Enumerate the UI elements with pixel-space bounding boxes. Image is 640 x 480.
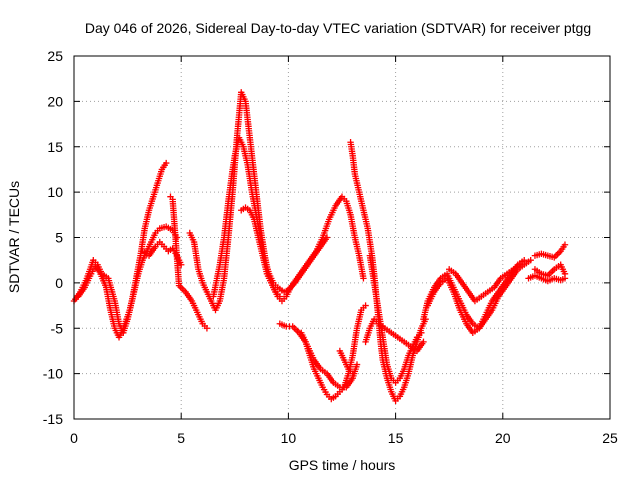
y-tick-label: 25 bbox=[47, 48, 63, 64]
data-point-marker bbox=[353, 361, 361, 368]
data-point-marker bbox=[527, 256, 534, 264]
y-axis-label: SDTVAR / TECUs bbox=[6, 181, 22, 293]
y-tick-label: 0 bbox=[55, 275, 63, 291]
y-tick-label: -10 bbox=[43, 366, 63, 382]
x-axis-label: GPS time / hours bbox=[289, 457, 396, 473]
x-tick-label: 20 bbox=[495, 430, 511, 446]
axis-ticks: 0 5 10 15 20 25 -15 -10 -5 0 5 10 15 20 25 bbox=[43, 48, 618, 446]
data-point-marker bbox=[360, 275, 367, 282]
data-point-marker bbox=[516, 261, 524, 268]
data-point-marker bbox=[420, 338, 427, 346]
data-point-marker bbox=[203, 325, 211, 332]
x-tick-label: 25 bbox=[602, 430, 618, 446]
data-point-marker bbox=[276, 293, 284, 300]
data-point-marker bbox=[561, 241, 569, 248]
data-point-marker bbox=[178, 261, 185, 268]
y-tick-label: 20 bbox=[47, 93, 63, 109]
x-tick-label: 10 bbox=[281, 430, 297, 446]
grid bbox=[74, 56, 610, 419]
y-tick-label: -5 bbox=[51, 320, 64, 336]
data-point-marker bbox=[323, 234, 331, 241]
y-tick-label: 15 bbox=[47, 139, 63, 155]
y-tick-label: 10 bbox=[47, 184, 63, 200]
chart-title: Day 046 of 2026, Sidereal Day-to-day VTE… bbox=[85, 20, 591, 36]
x-tick-label: 5 bbox=[177, 430, 185, 446]
plot-frame bbox=[73, 55, 611, 420]
y-tick-label: 5 bbox=[55, 230, 63, 246]
data-point-marker bbox=[349, 370, 356, 377]
x-tick-label: 15 bbox=[388, 430, 404, 446]
data-point-marker bbox=[362, 302, 369, 309]
data-points bbox=[70, 89, 569, 405]
data-point-marker bbox=[162, 159, 170, 167]
x-tick-label: 0 bbox=[70, 430, 78, 446]
data-point-marker bbox=[418, 329, 425, 336]
y-tick-label: -15 bbox=[43, 411, 63, 427]
data-point-marker bbox=[561, 275, 569, 282]
